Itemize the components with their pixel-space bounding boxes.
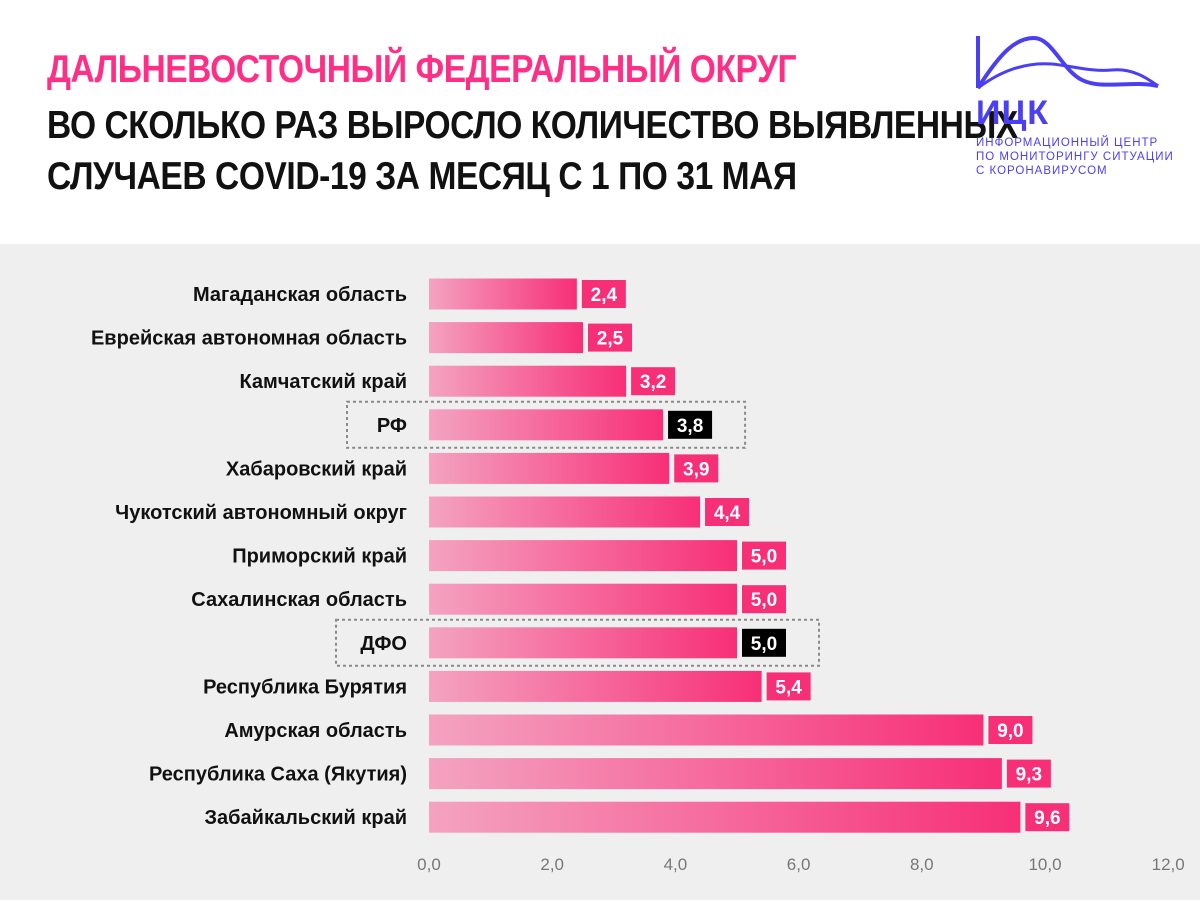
data-label: 5,0	[751, 547, 777, 568]
data-label: 3,9	[683, 459, 709, 480]
bar	[429, 714, 984, 746]
title-line-2: ВО СКОЛЬКО РАЗ ВЫРОСЛО КОЛИЧЕСТВО ВЫЯВЛЕ…	[47, 104, 1018, 147]
data-label: 5,4	[775, 677, 802, 698]
bar	[429, 670, 762, 702]
value-label-box	[766, 672, 811, 701]
x-tick-label: 4,0	[664, 855, 688, 874]
category-label: Республика Саха (Якутия)	[149, 764, 407, 786]
value-label-box	[581, 280, 626, 308]
value-label-box	[631, 367, 676, 396]
value-label-box	[742, 628, 786, 657]
highlight-frame	[346, 400, 747, 449]
value-label-box	[1006, 759, 1051, 788]
logo-subtitle-line: ИНФОРМАЦИОННЫЙ ЦЕНТР	[976, 137, 1159, 149]
data-label: 3,8	[677, 416, 703, 437]
category-label: Хабаровский край	[226, 458, 407, 480]
value-label-box	[705, 498, 750, 526]
data-label: 9,3	[1016, 765, 1042, 786]
category-label: Сахалинская область	[191, 589, 407, 611]
data-label: 2,4	[591, 285, 618, 306]
logo-icon	[976, 36, 1159, 90]
x-tick-label: 2,0	[540, 855, 564, 874]
chart-area: Магаданская область 2,4 Еврейская автономн…	[0, 244, 1200, 900]
bar	[429, 409, 664, 441]
highlight-frame	[335, 618, 820, 667]
bar	[429, 583, 737, 615]
value-label-box	[742, 541, 786, 570]
bar	[429, 801, 1021, 833]
data-label: 9,0	[997, 721, 1023, 742]
data-label: 5,0	[751, 590, 777, 611]
logo-subtitle-line: С КОРОНАВИРУСОМ	[976, 165, 1108, 177]
x-tick-label: 10,0	[1028, 855, 1061, 874]
value-label-box	[742, 585, 786, 614]
value-label-box	[674, 454, 719, 483]
bar	[429, 365, 627, 397]
value-label-box	[988, 716, 1033, 744]
bar	[429, 540, 737, 572]
data-label: 4,4	[714, 503, 741, 524]
bar	[429, 322, 583, 354]
x-tick-label: 8,0	[910, 855, 934, 874]
data-label: 9,6	[1034, 808, 1060, 829]
bar-chart: Магаданская область 2,4 Еврейская автономн…	[91, 278, 1185, 874]
value-label-box	[1025, 803, 1070, 832]
bar	[429, 496, 701, 528]
x-tick-label: 0,0	[417, 855, 441, 874]
bar	[429, 452, 670, 484]
bar	[429, 758, 1002, 790]
title-region: ДАЛЬНЕВОСТОЧНЫЙ ФЕДЕРАЛЬНЫЙ ОКРУГ	[47, 48, 797, 91]
category-label: Приморский край	[232, 546, 407, 568]
bar	[429, 627, 737, 659]
value-label-box	[668, 410, 713, 439]
category-label: Амурская область	[224, 720, 407, 742]
value-label-box	[588, 323, 632, 352]
bar	[429, 278, 577, 310]
category-label: Магаданская область	[193, 284, 407, 306]
data-label: 5,0	[751, 634, 777, 655]
category-label: РФ	[377, 415, 407, 437]
category-label: Чукотский автономный округ	[115, 502, 407, 524]
logo-subtitle-line: ПО МОНИТОРИНГУ СИТУАЦИИ	[976, 151, 1174, 163]
data-label: 2,5	[597, 329, 624, 350]
category-label: Еврейская автономная область	[91, 328, 407, 350]
category-label: Забайкальский край	[205, 807, 407, 829]
logo-name: ИЦК	[976, 94, 1050, 132]
header: ДАЛЬНЕВОСТОЧНЫЙ ФЕДЕРАЛЬНЫЙ ОКРУГ ВО СКО…	[0, 0, 1200, 244]
category-label: Республика Бурятия	[203, 676, 407, 698]
data-label: 3,2	[640, 372, 666, 393]
category-label: ДФО	[360, 633, 407, 655]
category-label: Камчатский край	[239, 371, 407, 393]
x-tick-label: 6,0	[787, 855, 811, 874]
title-line-3: СЛУЧАЕВ COVID-19 ЗА МЕСЯЦ С 1 ПО 31 МАЯ	[47, 155, 797, 198]
x-tick-label: 12,0	[1152, 855, 1185, 874]
